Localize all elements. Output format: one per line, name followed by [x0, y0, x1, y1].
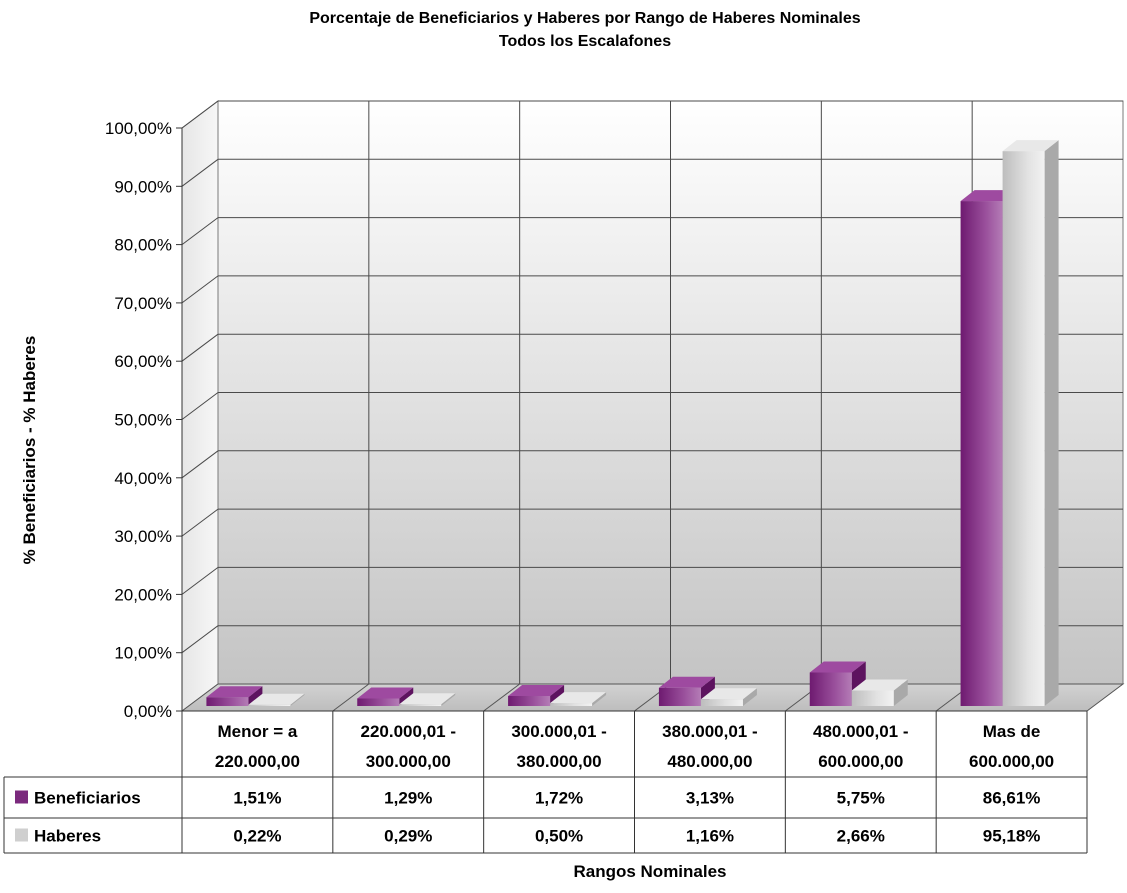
x-category-label: 220.000,00 [215, 752, 300, 771]
y-tick-label: 30,00% [114, 527, 172, 546]
y-tick-label: 80,00% [114, 236, 172, 255]
bar-front [658, 687, 701, 706]
y-tick-label: 40,00% [114, 469, 172, 488]
bar-haberes [700, 688, 757, 706]
bar-front [508, 695, 551, 706]
y-tick-label: 70,00% [114, 294, 172, 313]
bar-side [1044, 140, 1059, 707]
bar-side [893, 679, 908, 706]
x-axis-label: Rangos Nominales [573, 862, 727, 881]
x-category-label: 480.000,00 [667, 752, 752, 771]
bar-front [357, 698, 400, 706]
y-tick-label: 100,00% [105, 119, 172, 138]
bar-haberes [851, 679, 908, 706]
y-tick-label: 50,00% [114, 411, 172, 430]
data-value-label: 95,18% [983, 827, 1041, 846]
x-category-label: Menor = a [217, 722, 297, 741]
y-tick-label: 60,00% [114, 352, 172, 371]
x-category-label: 380.000,00 [517, 752, 602, 771]
bar-beneficiarios [809, 661, 866, 706]
data-value-label: 1,51% [233, 789, 281, 808]
bar-side [248, 686, 263, 706]
y-tick-label: 10,00% [114, 644, 172, 663]
gridline-side [181, 275, 219, 304]
floor-divider [483, 683, 520, 712]
bar-top [658, 676, 715, 688]
bar-beneficiarios [206, 686, 263, 706]
floor-divider [332, 683, 370, 712]
bar-front [700, 699, 743, 706]
bar-top [809, 661, 866, 673]
y-tick-label: 90,00% [114, 177, 172, 196]
bar-haberes [399, 693, 456, 706]
bar-side [592, 692, 607, 706]
bar-haberes [550, 692, 607, 706]
bar-front [1002, 151, 1045, 707]
bar-top [1002, 140, 1059, 152]
bar-front [248, 704, 291, 706]
gridline-side [181, 333, 219, 362]
bar-side [742, 688, 757, 706]
bar-front [550, 703, 593, 706]
legend-swatch-beneficiarios [15, 790, 28, 804]
bar-top [248, 693, 305, 705]
chart-title: Porcentaje de Beneficiarios y Haberes po… [309, 10, 861, 27]
bar-haberes [248, 693, 305, 706]
x-category-label: 600.000,00 [969, 752, 1054, 771]
data-value-label: 0,29% [384, 827, 432, 846]
x-category-label: 300.000,00 [366, 752, 451, 771]
legend-swatch-haberes [15, 828, 28, 842]
x-category-label: 600.000,00 [818, 752, 903, 771]
x-category-label: Mas de [983, 722, 1041, 741]
bar-top [700, 688, 757, 700]
gridline-side [181, 625, 219, 654]
x-category-label: 220.000,01 - [361, 722, 456, 741]
data-value-label: 0,50% [535, 827, 583, 846]
bar-side [399, 687, 414, 706]
data-value-label: 2,66% [837, 827, 885, 846]
bar-top [399, 693, 456, 705]
bar-front [809, 672, 852, 706]
bar-front [960, 201, 1003, 706]
bar-top [508, 684, 565, 696]
gridline-side [181, 508, 219, 537]
gridline-side [181, 217, 219, 246]
gridline-side [181, 158, 219, 187]
data-value-label: 1,29% [384, 789, 432, 808]
bar-side [441, 693, 456, 706]
gridline-side [181, 450, 219, 479]
gridline-side [181, 100, 219, 129]
bar-top [851, 679, 908, 691]
y-tick-label: 0,00% [124, 702, 172, 721]
legend-label: Haberes [34, 827, 101, 846]
gridline-side [181, 392, 219, 420]
bar-front [399, 704, 442, 706]
y-tick-label: 20,00% [114, 585, 172, 604]
chart-subtitle: Todos los Escalafones [498, 33, 672, 50]
data-value-label: 86,61% [983, 789, 1041, 808]
bar-top [357, 687, 414, 699]
data-value-label: 1,16% [686, 827, 734, 846]
legend-label: Beneficiarios [34, 789, 141, 808]
bar-haberes [1002, 140, 1059, 707]
data-value-label: 0,22% [233, 827, 281, 846]
gridline-side [181, 567, 219, 595]
bar-front [851, 690, 894, 706]
data-value-label: 1,72% [535, 789, 583, 808]
x-category-label: 380.000,01 - [662, 722, 757, 741]
bar-top [550, 692, 607, 704]
bar-front [206, 697, 249, 706]
x-category-label: 300.000,01 - [511, 722, 606, 741]
bar-beneficiarios [357, 687, 414, 706]
bar-side [290, 693, 305, 706]
x-category-label: 480.000,01 - [813, 722, 908, 741]
data-value-label: 5,75% [837, 789, 885, 808]
data-value-label: 3,13% [686, 789, 734, 808]
bar-top [206, 686, 263, 698]
